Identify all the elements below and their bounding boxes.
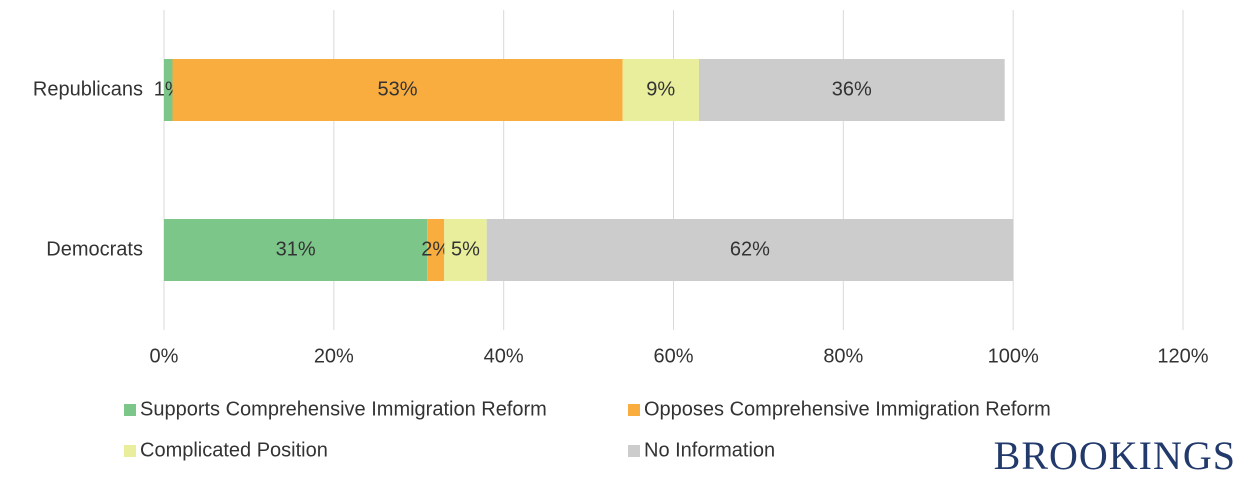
data-label: 36%	[832, 78, 872, 100]
x-tick-label: 40%	[484, 345, 524, 367]
data-label: 53%	[378, 78, 418, 100]
x-tick-label: 120%	[1157, 345, 1208, 367]
bar-segment	[172, 59, 623, 121]
x-tick-label: 80%	[823, 345, 863, 367]
y-tick-label: Republicans	[33, 78, 143, 100]
legend-label: No Information	[644, 439, 775, 461]
brand-logo: BROOKINGS	[994, 433, 1236, 478]
data-label: 31%	[276, 238, 316, 260]
bar-segment	[164, 59, 173, 121]
data-label: 62%	[730, 238, 770, 260]
x-tick-label: 20%	[314, 345, 354, 367]
y-tick-label: Democrats	[46, 238, 143, 260]
legend-label: Complicated Position	[140, 439, 328, 461]
bar-segment	[486, 219, 1014, 281]
legend-label: Supports Comprehensive Immigration Refor…	[140, 398, 547, 420]
bar-segment	[698, 59, 1005, 121]
x-tick-label: 60%	[653, 345, 693, 367]
x-tick-label: 0%	[150, 345, 179, 367]
x-tick-label: 100%	[988, 345, 1039, 367]
bar-segment	[427, 219, 445, 281]
bar-segment	[622, 59, 699, 121]
data-label: 9%	[646, 78, 675, 100]
bar-segment	[444, 219, 487, 281]
data-label: 5%	[451, 238, 480, 260]
legend-label: Opposes Comprehensive Immigration Reform	[644, 398, 1051, 420]
bar-segment	[164, 219, 428, 281]
data-label: 2%	[421, 238, 450, 260]
legend-swatch	[628, 445, 640, 457]
legend-swatch	[628, 404, 640, 416]
legend-swatch	[124, 404, 136, 416]
legend-swatch	[124, 445, 136, 457]
